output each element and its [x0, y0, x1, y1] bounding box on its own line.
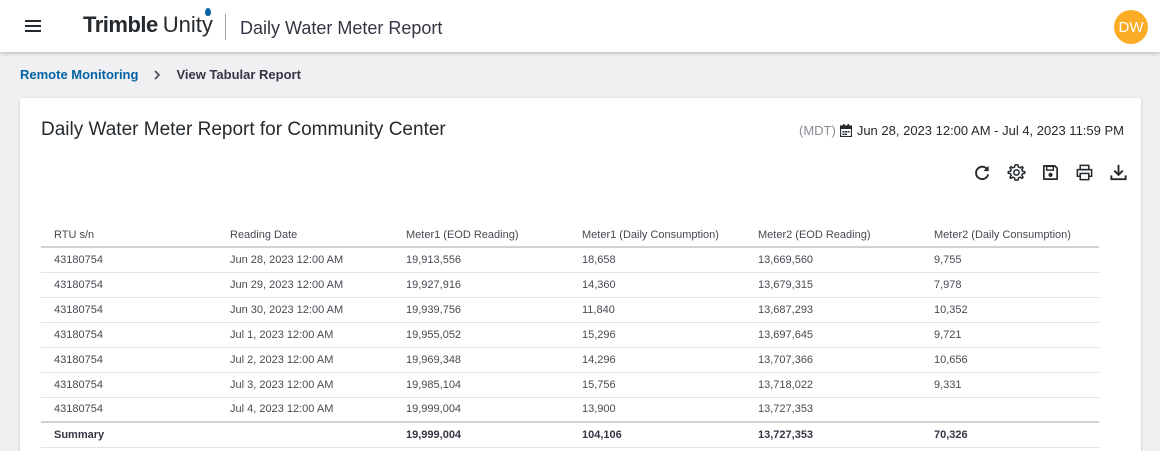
table-cell: Jul 3, 2023 12:00 AM — [217, 372, 393, 398]
table-row: 43180754 Jun 30, 2023 12:00 AM 19,939,75… — [41, 297, 1099, 323]
summary-cell: 70,326 — [921, 421, 1099, 448]
table-cell: 13,727,353 — [745, 397, 921, 423]
top-bar: Trimble Unity Daily Water Meter Report D… — [0, 0, 1160, 52]
table-cell: 43180754 — [41, 347, 217, 373]
table-cell: 14,360 — [569, 272, 745, 298]
download-icon[interactable] — [1108, 162, 1129, 183]
breadcrumb-link-remote-monitoring[interactable]: Remote Monitoring — [20, 67, 139, 82]
table-row: 43180754 Jul 2, 2023 12:00 AM 19,969,348… — [41, 347, 1099, 373]
report-table: RTU s/n Reading Date Meter1 (EOD Reading… — [41, 223, 1099, 448]
breadcrumb: Remote Monitoring View Tabular Report — [20, 67, 301, 82]
table-cell: 13,679,315 — [745, 272, 921, 298]
table-cell: 19,927,916 — [393, 272, 569, 298]
table-cell: 9,755 — [921, 247, 1099, 273]
report-card: Daily Water Meter Report for Community C… — [20, 98, 1141, 451]
summary-label: Summary — [41, 421, 217, 448]
table-cell: 43180754 — [41, 372, 217, 398]
calendar-icon — [839, 124, 852, 138]
table-cell — [921, 397, 1099, 423]
table-cell: 10,352 — [921, 297, 1099, 323]
table-cell: 15,296 — [569, 322, 745, 348]
table-cell: 9,721 — [921, 322, 1099, 348]
table-row: 43180754 Jul 4, 2023 12:00 AM 19,999,004… — [41, 397, 1099, 423]
table-cell: Jul 2, 2023 12:00 AM — [217, 347, 393, 373]
summary-cell — [217, 421, 393, 448]
table-cell: 9,331 — [921, 372, 1099, 398]
table-cell: 43180754 — [41, 297, 217, 323]
table-cell: Jun 30, 2023 12:00 AM — [217, 297, 393, 323]
table-cell: Jun 29, 2023 12:00 AM — [217, 272, 393, 298]
date-range-value: Jun 28, 2023 12:00 AM - Jul 4, 2023 11:5… — [856, 123, 1124, 138]
table-cell: 43180754 — [41, 272, 217, 298]
summary-cell: 19,999,004 — [393, 421, 569, 448]
settings-icon[interactable] — [1006, 162, 1027, 183]
table-row: 43180754 Jun 29, 2023 12:00 AM 19,927,91… — [41, 272, 1099, 298]
table-row: 43180754 Jul 3, 2023 12:00 AM 19,985,104… — [41, 372, 1099, 398]
column-header-reading-date[interactable]: Reading Date — [217, 223, 393, 248]
refresh-icon[interactable] — [972, 162, 993, 183]
table-cell: 18,658 — [569, 247, 745, 273]
table-cell: 7,978 — [921, 272, 1099, 298]
summary-row: Summary 19,999,004 104,106 13,727,353 70… — [41, 421, 1099, 448]
table-cell: 13,718,022 — [745, 372, 921, 398]
user-avatar[interactable]: DW — [1114, 10, 1148, 44]
column-header-meter2-daily[interactable]: Meter2 (Daily Consumption) — [921, 223, 1099, 248]
column-header-rtu[interactable]: RTU s/n — [41, 223, 217, 248]
table-header-row: RTU s/n Reading Date Meter1 (EOD Reading… — [41, 223, 1099, 248]
brand-logo: Trimble Unity — [83, 8, 213, 38]
chevron-right-icon — [150, 68, 164, 82]
table-cell: 19,939,756 — [393, 297, 569, 323]
table-cell: Jun 28, 2023 12:00 AM — [217, 247, 393, 273]
column-header-meter1-daily[interactable]: Meter1 (Daily Consumption) — [569, 223, 745, 248]
table-cell: 43180754 — [41, 322, 217, 348]
save-icon[interactable] — [1040, 162, 1061, 183]
table-cell: 10,656 — [921, 347, 1099, 373]
table-cell: 19,955,052 — [393, 322, 569, 348]
column-header-meter1-eod[interactable]: Meter1 (EOD Reading) — [393, 223, 569, 248]
brand-dot-icon — [204, 8, 211, 16]
print-icon[interactable] — [1074, 162, 1095, 183]
table-cell: 13,900 — [569, 397, 745, 423]
table-cell: 15,756 — [569, 372, 745, 398]
table-row: 43180754 Jun 28, 2023 12:00 AM 19,913,55… — [41, 247, 1099, 273]
column-header-meter2-eod[interactable]: Meter2 (EOD Reading) — [745, 223, 921, 248]
table-cell: 19,985,104 — [393, 372, 569, 398]
report-title: Daily Water Meter Report for Community C… — [41, 119, 446, 140]
table-cell: 13,687,293 — [745, 297, 921, 323]
date-range[interactable]: (MDT) Jun 28, 2023 12:00 AM - Jul 4, 202… — [799, 123, 1124, 138]
table-row: 43180754 Jul 1, 2023 12:00 AM 19,955,052… — [41, 322, 1099, 348]
table-cell: 43180754 — [41, 397, 217, 423]
brand-secondary: Unity — [162, 8, 213, 38]
table-cell: Jul 4, 2023 12:00 AM — [217, 397, 393, 423]
summary-cell: 13,727,353 — [745, 421, 921, 448]
table-cell: 11,840 — [569, 297, 745, 323]
table-cell: 14,296 — [569, 347, 745, 373]
table-cell: 19,913,556 — [393, 247, 569, 273]
breadcrumb-current: View Tabular Report — [176, 67, 301, 82]
brand-primary: Trimble — [83, 12, 158, 37]
table-cell: 13,697,645 — [745, 322, 921, 348]
summary-cell: 104,106 — [569, 421, 745, 448]
header-divider — [225, 14, 226, 40]
table-cell: 13,707,366 — [745, 347, 921, 373]
timezone-label: (MDT) — [799, 123, 836, 138]
table-cell: 13,669,560 — [745, 247, 921, 273]
brand-secondary-text: Unity — [162, 12, 213, 37]
table-cell: 19,999,004 — [393, 397, 569, 423]
menu-icon[interactable] — [24, 17, 44, 35]
app-title: Daily Water Meter Report — [240, 18, 443, 38]
table-cell: 43180754 — [41, 247, 217, 273]
report-toolbar — [972, 162, 1129, 183]
table-cell: Jul 1, 2023 12:00 AM — [217, 322, 393, 348]
table-cell: 19,969,348 — [393, 347, 569, 373]
